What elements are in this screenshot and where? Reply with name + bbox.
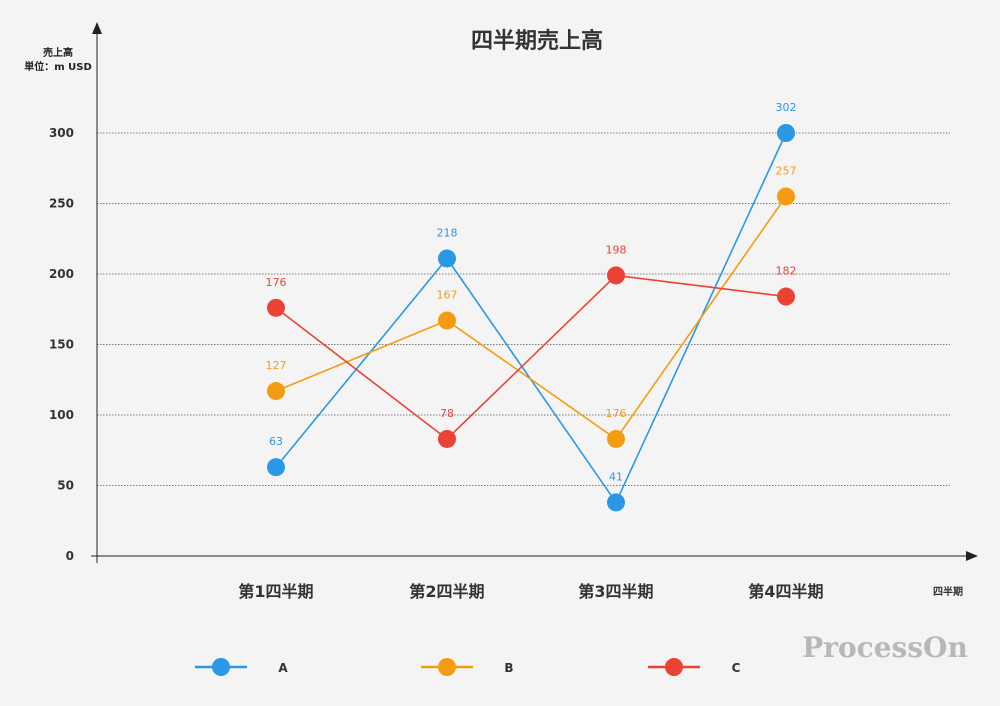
x-tick-label: 第4四半期 [748,582,823,601]
data-label-A: 41 [609,470,623,483]
legend-label-C: C [732,661,741,675]
data-label-C: 78 [440,407,454,420]
y-tick-label: 50 [57,479,74,493]
data-point-C [607,266,625,285]
y-axis-label: 売上高 [43,46,73,59]
data-point-C [777,287,795,306]
legend-label-A: A [278,661,288,675]
data-point-C [267,298,285,317]
data-point-C [438,429,456,448]
data-point-A [607,493,625,512]
legend-marker-B [438,658,456,676]
series-line-C [275,274,787,441]
y-axis-arrow [92,22,102,34]
legend-marker-A [212,658,230,676]
y-tick-label: 250 [49,197,74,211]
x-tick-label: 第1四半期 [238,582,313,601]
data-label-C: 182 [776,265,797,278]
data-point-B [267,382,285,401]
axes: 0 50 100 150 200 250 300 第1四半期 第2四半期 第3四半期 第4四半期 [49,22,978,601]
x-tick-label: 第2四半期 [409,582,484,601]
data-label-B: 167 [437,289,458,302]
series-line-B [275,195,787,441]
x-tick-label: 第3四半期 [578,582,653,601]
watermark-text: ProcessOn [802,631,968,664]
y-tick-label: 0 [66,549,74,563]
series-group: 63 218 41 302 127 167 176 257 176 78 198 182 [266,101,797,512]
data-point-A [267,458,285,477]
y-tick-label: 300 [49,126,74,140]
data-label-A: 302 [776,101,797,114]
gridlines [97,132,950,486]
data-point-A [777,124,795,142]
data-label-B: 127 [266,359,287,372]
data-label-B: 257 [776,164,797,177]
y-tick-label: 200 [49,267,74,281]
data-label-A: 218 [437,226,458,239]
y-tick-label: 100 [49,408,74,422]
chart-title: 四半期売上高 [471,28,603,54]
data-label-A: 63 [269,435,283,448]
data-point-A [438,249,456,268]
data-point-B [438,311,456,330]
x-axis-arrow [966,551,978,561]
legend-label-B: B [504,661,513,675]
data-point-B [607,429,625,448]
data-label-C: 198 [606,243,627,256]
legend-marker-C [665,658,683,676]
legend: A B C [195,658,741,676]
y-axis-unit: 単位：m USD [24,60,92,73]
x-axis-label: 四半期 [933,585,963,598]
series-line-A [275,132,787,505]
data-point-B [777,187,795,206]
data-label-C: 176 [266,276,287,289]
y-tick-label: 150 [49,338,74,352]
data-label-B: 176 [606,407,627,420]
